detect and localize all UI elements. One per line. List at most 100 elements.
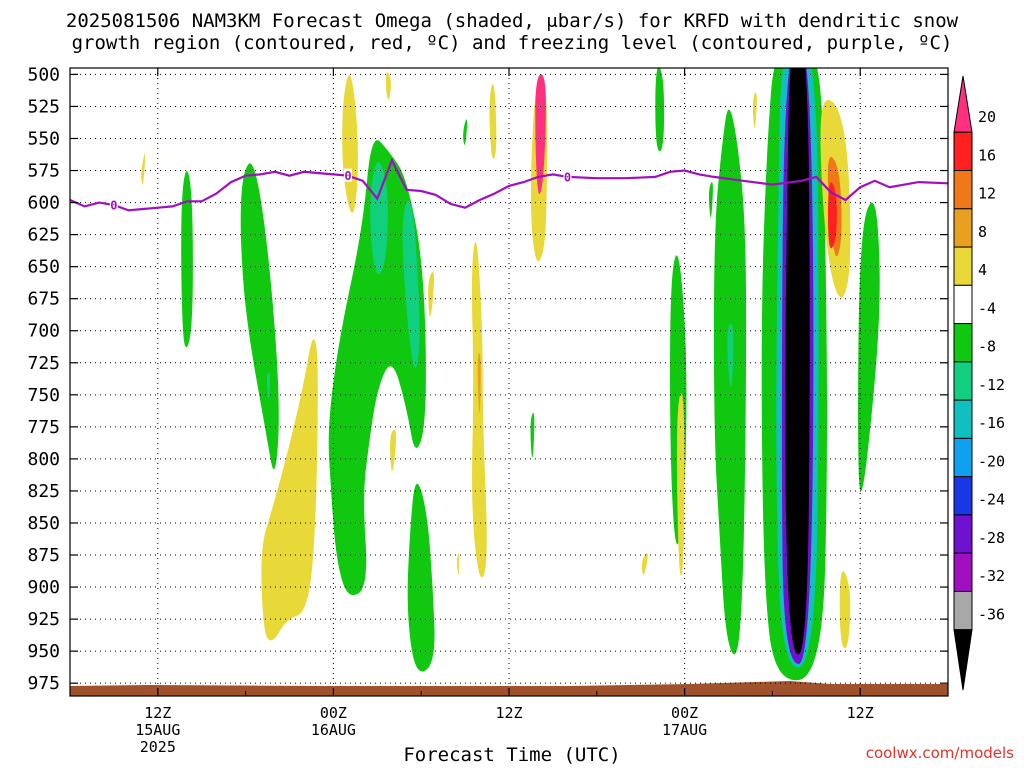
y-tick-label: 750 [27,385,60,406]
y-tick-label: 625 [27,225,60,246]
colorbar-swatch [953,208,973,248]
y-tick-label: 600 [27,193,60,214]
colorbar: 20 16 12 8 4 -4 -8 -12 -16 -20 -24 -28 -32 -36 [953,75,1005,691]
colorbar-label: -12 [978,376,1005,394]
colorbar-swatch [953,476,973,516]
colorbar-swatch [953,629,973,691]
freezing-level-contour [70,157,948,212]
omega-shaded-region [676,393,685,576]
y-tick-label: 950 [27,641,60,662]
omega-shaded-region [261,339,318,641]
axes: 500 525 550 575 600 625 650 675 700 725 750 775 800 8… [27,64,949,756]
colorbar-label: -36 [978,606,1005,624]
omega-shaded-region [530,412,535,458]
contour-label-bg [563,169,572,183]
contour-label-bg [344,168,353,182]
x-tick-label: 17AUG [662,721,707,739]
colorbar-swatch [953,361,973,401]
omega-shaded-region [402,200,420,368]
omega-shaded-region [655,68,665,152]
chart-title-line1: 2025081506 NAM3KM Forecast Omega (shaded… [65,10,959,32]
y-tick-label: 700 [27,321,60,342]
colorbar-label: 20 [978,108,996,126]
y-tick-label: 525 [27,96,60,117]
x-tick-label: 12Z [847,704,874,722]
omega-shaded-region [386,72,391,100]
contour-label: 0 [564,170,571,184]
omega-shaded-region [535,74,546,195]
contour-label-bg [109,198,118,212]
omega-shaded-region [457,553,460,575]
colorbar-swatch [953,590,973,631]
y-tick-label: 675 [27,289,60,310]
colorbar-label: 12 [978,185,996,203]
y-tick-label: 900 [27,577,60,598]
colorbar-swatch [953,323,973,363]
colorbar-swatch [953,437,973,478]
x-tick-label: 15AUG [135,721,180,739]
chart-title-line2: growth region (contoured, red, ºC) and f… [71,32,953,54]
y-tick-label: 825 [27,481,60,502]
omega-shaded-region [407,483,435,672]
contour-label: 0 [344,169,351,183]
omega-shaded-region [390,429,397,471]
x-tick-label: 12Z [495,704,522,722]
plot-area: 0 0 0 [70,68,948,696]
y-tick-label: 650 [27,257,60,278]
omega-shaded-region [370,162,388,275]
omega-shaded-region [428,272,435,317]
colorbar-label: -20 [978,452,1005,470]
x-axis-title: Forecast Time (UTC) [403,744,621,766]
y-tick-label: 500 [27,64,60,85]
y-tick-label: 850 [27,513,60,534]
y-tick-label: 550 [27,128,60,149]
x-tick-label: 00Z [320,704,347,722]
colorbar-label: -8 [978,338,996,356]
omega-shaded-region [858,202,880,492]
omega-shaded-region [641,553,648,575]
colorbar-label: -16 [978,414,1005,432]
colorbar-swatch [953,170,973,210]
omega-shaded-region [240,163,279,470]
omega-shaded-region [727,323,734,387]
omega-shaded-region [708,182,713,218]
colorbar-label: -24 [978,491,1005,509]
omega-shaded-region [839,571,851,649]
colorbar-swatch [953,514,973,554]
y-tick-label: 775 [27,417,60,438]
y-tick-label: 975 [27,673,60,694]
credit-text[interactable]: coolwx.com/models [865,744,1014,762]
colorbar-label: -4 [978,299,996,317]
y-tick-label: 925 [27,609,60,630]
x-tick-label: 12Z [144,704,171,722]
omega-shaded-region [328,140,426,596]
y-tick-label: 800 [27,449,60,470]
colorbar-label: -32 [978,567,1005,585]
omega-shaded-region [141,153,146,185]
omega-shaded-region [181,170,193,348]
omega-shaded-region [828,182,837,249]
omega-shaded-region [342,75,358,213]
omega-shaded-region [266,371,270,399]
colorbar-label: 16 [978,146,996,164]
x-tick-label: 16AUG [311,721,356,739]
contour-label: 0 [110,199,117,213]
x-tick-label: 2025 [140,738,176,756]
colorbar-label: -28 [978,529,1005,547]
omega-shaded-region [785,68,810,655]
colorbar-swatch [953,131,973,172]
omega-shaded-region [489,84,497,159]
y-tick-label: 575 [27,161,60,182]
x-tick-label: 00Z [671,704,698,722]
omega-shaded-region [752,92,757,128]
colorbar-swatch [953,246,973,286]
y-tick-label: 725 [27,353,60,374]
y-tick-label: 875 [27,545,60,566]
colorbar-swatch [953,399,973,439]
colorbar-swatch [953,75,973,133]
omega-shaded-region [463,119,468,145]
omega-shaded-region [477,352,481,414]
colorbar-swatch [953,284,973,325]
colorbar-label: 4 [978,261,987,279]
